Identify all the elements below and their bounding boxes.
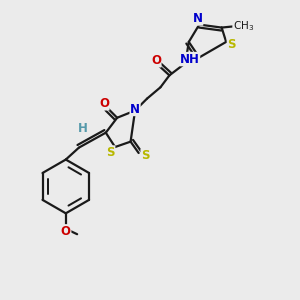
Text: N: N <box>187 52 197 65</box>
Text: CH$_3$: CH$_3$ <box>233 19 254 33</box>
Text: H: H <box>78 122 88 135</box>
Text: S: S <box>141 149 149 163</box>
Text: N: N <box>130 103 140 116</box>
Text: S: S <box>106 146 115 159</box>
Text: N: N <box>193 12 203 25</box>
Text: O: O <box>151 54 161 67</box>
Text: NH: NH <box>180 53 200 66</box>
Text: S: S <box>227 38 236 51</box>
Text: O: O <box>61 225 71 238</box>
Text: O: O <box>99 97 109 110</box>
